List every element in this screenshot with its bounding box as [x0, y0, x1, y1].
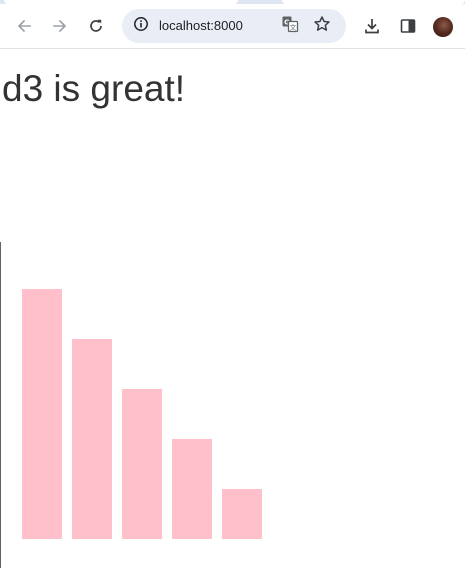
reload-button[interactable] [81, 11, 111, 41]
back-button[interactable] [9, 11, 39, 41]
arrow-left-icon [16, 18, 32, 34]
avatar[interactable] [433, 17, 453, 37]
bar-4 [172, 439, 212, 539]
reload-icon [88, 18, 104, 34]
page-content: d3 is great! [0, 49, 465, 568]
bookmark-button[interactable] [309, 13, 335, 39]
downloads-button[interactable] [357, 11, 387, 41]
forward-button[interactable] [45, 11, 75, 41]
bar-1 [22, 289, 62, 539]
active-tab-edge[interactable] [4, 0, 238, 4]
download-icon [363, 17, 381, 35]
page-heading: d3 is great! [2, 68, 186, 109]
tab-strip [0, 0, 465, 4]
tab-edge[interactable] [282, 0, 465, 4]
site-info-button[interactable] [130, 15, 152, 37]
bar-5 [222, 489, 262, 539]
arrow-right-icon [52, 18, 68, 34]
svg-text:文: 文 [290, 22, 297, 31]
bar-3 [122, 389, 162, 539]
url-text[interactable]: localhost:8000 [159, 18, 243, 33]
bar-2 [72, 339, 112, 539]
site-info-icon [133, 16, 149, 37]
side-panel-icon [400, 18, 416, 34]
star-icon [313, 15, 331, 38]
window-edge [0, 242, 1, 568]
svg-text:G: G [284, 18, 290, 26]
bar-chart [22, 289, 262, 539]
side-panel-button[interactable] [393, 11, 423, 41]
